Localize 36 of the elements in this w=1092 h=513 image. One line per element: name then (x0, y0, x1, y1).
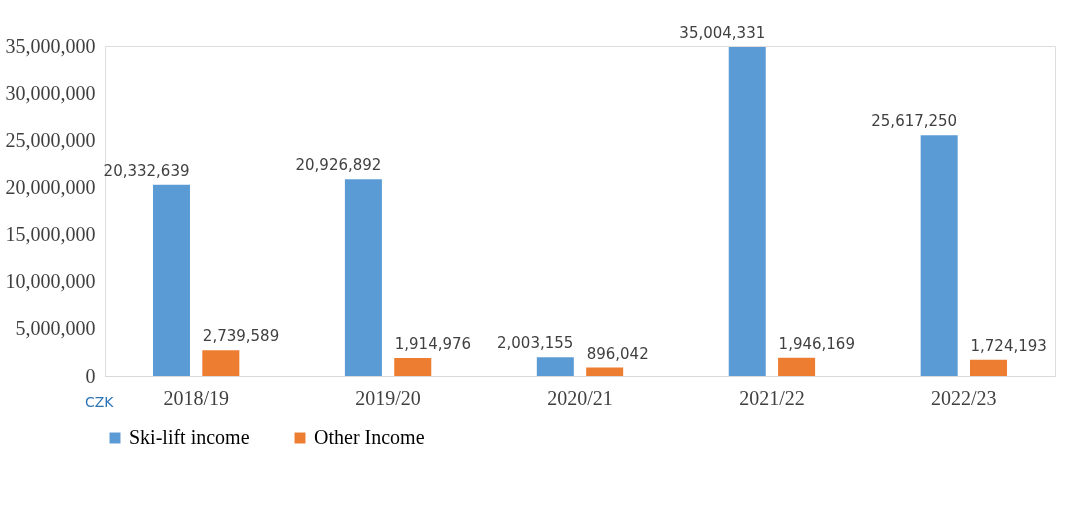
y-tick-label: 15,000,000 (5, 223, 96, 246)
bar (728, 46, 766, 376)
x-tick-label: 2018/19 (163, 386, 229, 409)
x-tick-label: 2022/23 (931, 386, 997, 409)
data-label: 20,926,892 (295, 156, 382, 175)
data-label: 35,004,331 (679, 23, 766, 42)
y-tick-label: 20,000,000 (5, 176, 96, 199)
y-tick-label: 35,000,000 (5, 35, 96, 58)
text: CZK (85, 394, 115, 410)
x-tick-label: 2019/20 (355, 386, 421, 409)
y-tick-label: 30,000,000 (5, 82, 96, 105)
data-label: 1,946,169 (778, 334, 855, 353)
y-tick-label: 25,000,000 (5, 129, 96, 152)
legend-label: Ski-lift income (129, 426, 250, 448)
y-tick-label: 10,000,000 (5, 270, 96, 293)
bar (586, 367, 624, 376)
y-tick-label: 0 (85, 364, 96, 387)
bar (202, 350, 240, 376)
data-label: 2,739,589 (202, 327, 280, 346)
data-label: 2,003,155 (496, 334, 574, 353)
x-tick-label: 2020/21 (547, 386, 613, 409)
x-tick-label: 2021/22 (739, 386, 805, 409)
bar (344, 179, 382, 376)
data-label: 1,724,193 (970, 336, 1047, 355)
bar (394, 358, 432, 376)
legend-label: Other Income (314, 426, 425, 448)
bar (920, 135, 958, 376)
data-label: 20,332,639 (103, 161, 190, 180)
bar (970, 359, 1008, 376)
bar (536, 357, 574, 376)
y-tick-label: 5,000,000 (15, 317, 96, 340)
data-label: 896,042 (586, 344, 649, 363)
bar (778, 357, 816, 376)
data-label: 1,914,976 (394, 335, 472, 353)
bar (152, 184, 190, 376)
data-label: 25,617,250 (871, 112, 958, 131)
